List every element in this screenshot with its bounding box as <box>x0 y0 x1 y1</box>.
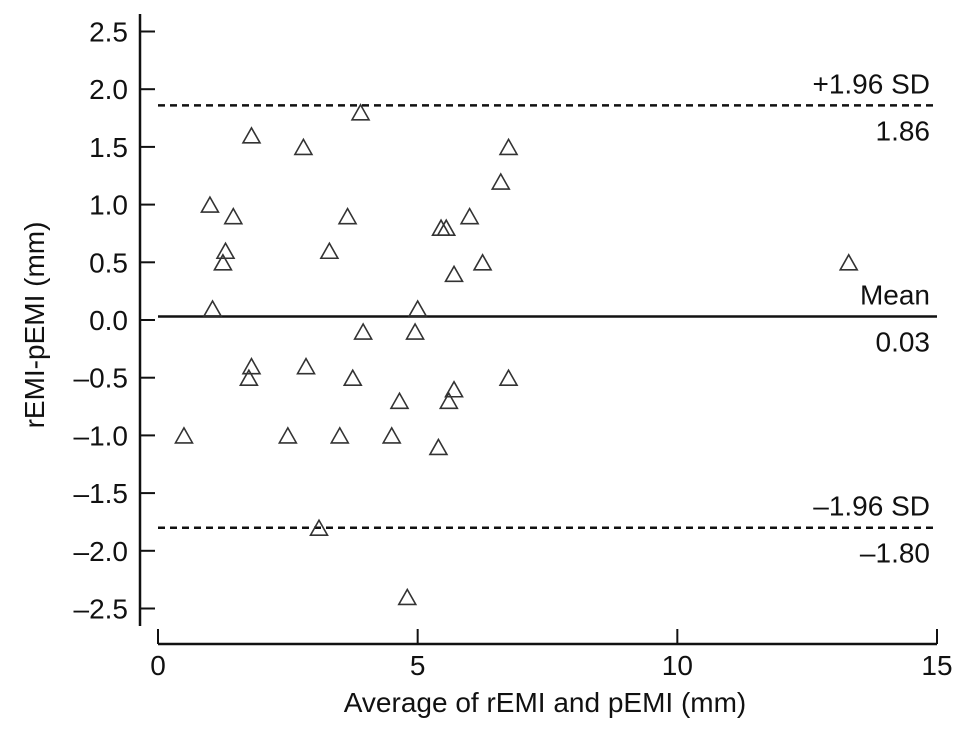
data-point <box>337 207 358 225</box>
data-point <box>329 426 350 444</box>
y-tick-label: 0.0 <box>89 305 128 336</box>
data-point <box>381 426 402 444</box>
data-point <box>342 368 363 387</box>
data-point <box>296 357 316 375</box>
data-point <box>202 299 223 317</box>
data-point <box>438 391 459 410</box>
y-tick-label: –1.5 <box>74 478 129 509</box>
x-tick-label: 0 <box>150 650 166 681</box>
data-point <box>472 253 493 271</box>
data-point <box>241 126 262 144</box>
reference-line-name: –1.96 SD <box>813 491 930 522</box>
data-point <box>293 137 314 156</box>
y-tick-label: –2.5 <box>74 594 129 625</box>
y-axis-title: rEMI-pEMI (mm) <box>19 222 50 429</box>
axes <box>138 14 937 646</box>
reference-lines: +1.96 SD 1.86 Mean 0.03 –1.96 SD –1.80 <box>158 68 937 569</box>
data-point <box>277 426 298 444</box>
x-tick-label: 15 <box>921 650 952 681</box>
x-tick-label: 10 <box>662 650 693 681</box>
y-tick-label: –2.0 <box>74 536 129 567</box>
data-point <box>397 587 418 606</box>
data-point <box>215 241 236 260</box>
x-axis-title: Average of rEMI and pEMI (mm) <box>344 687 747 718</box>
y-tick-label: –1.0 <box>74 420 129 451</box>
data-point <box>459 207 480 225</box>
data-point <box>498 368 519 387</box>
x-ticks: 0 5 10 15 <box>150 629 953 681</box>
y-tick-label: 0.5 <box>89 247 128 278</box>
y-tick-label: –0.5 <box>74 363 129 394</box>
data-point <box>319 241 340 260</box>
data-point <box>405 322 425 340</box>
data-point <box>213 253 233 271</box>
data-point <box>350 103 371 121</box>
y-tick-label: 2.0 <box>89 74 128 105</box>
data-point <box>239 368 259 387</box>
data-point <box>436 218 457 236</box>
y-ticks: 2.5 2.0 1.5 1.0 0.5 0.0 –0.5 –1.0 –1.5 –2.0 –2.5 <box>74 17 155 625</box>
data-point <box>407 299 428 317</box>
data-point <box>490 172 511 190</box>
data-point <box>353 322 374 340</box>
data-point <box>174 426 194 444</box>
data-point <box>241 357 262 375</box>
data-point <box>200 195 220 213</box>
reference-line-value: –1.80 <box>860 538 930 569</box>
data-point <box>309 518 329 537</box>
x-tick-label: 5 <box>410 650 426 681</box>
y-tick-label: 1.5 <box>89 132 128 163</box>
data-point <box>428 437 449 456</box>
data-point <box>444 380 464 398</box>
y-tick-label: 2.5 <box>89 17 128 48</box>
data-points <box>174 103 859 606</box>
reference-line-name: +1.96 SD <box>812 68 930 99</box>
reference-line-value: 0.03 <box>876 327 931 358</box>
reference-line-name: Mean <box>860 280 930 311</box>
data-point <box>498 137 519 156</box>
data-point <box>389 391 410 410</box>
reference-line-value: 1.86 <box>876 115 931 146</box>
data-point <box>444 264 464 283</box>
y-tick-label: 1.0 <box>89 190 128 221</box>
data-point <box>223 207 244 225</box>
data-point <box>838 253 859 271</box>
